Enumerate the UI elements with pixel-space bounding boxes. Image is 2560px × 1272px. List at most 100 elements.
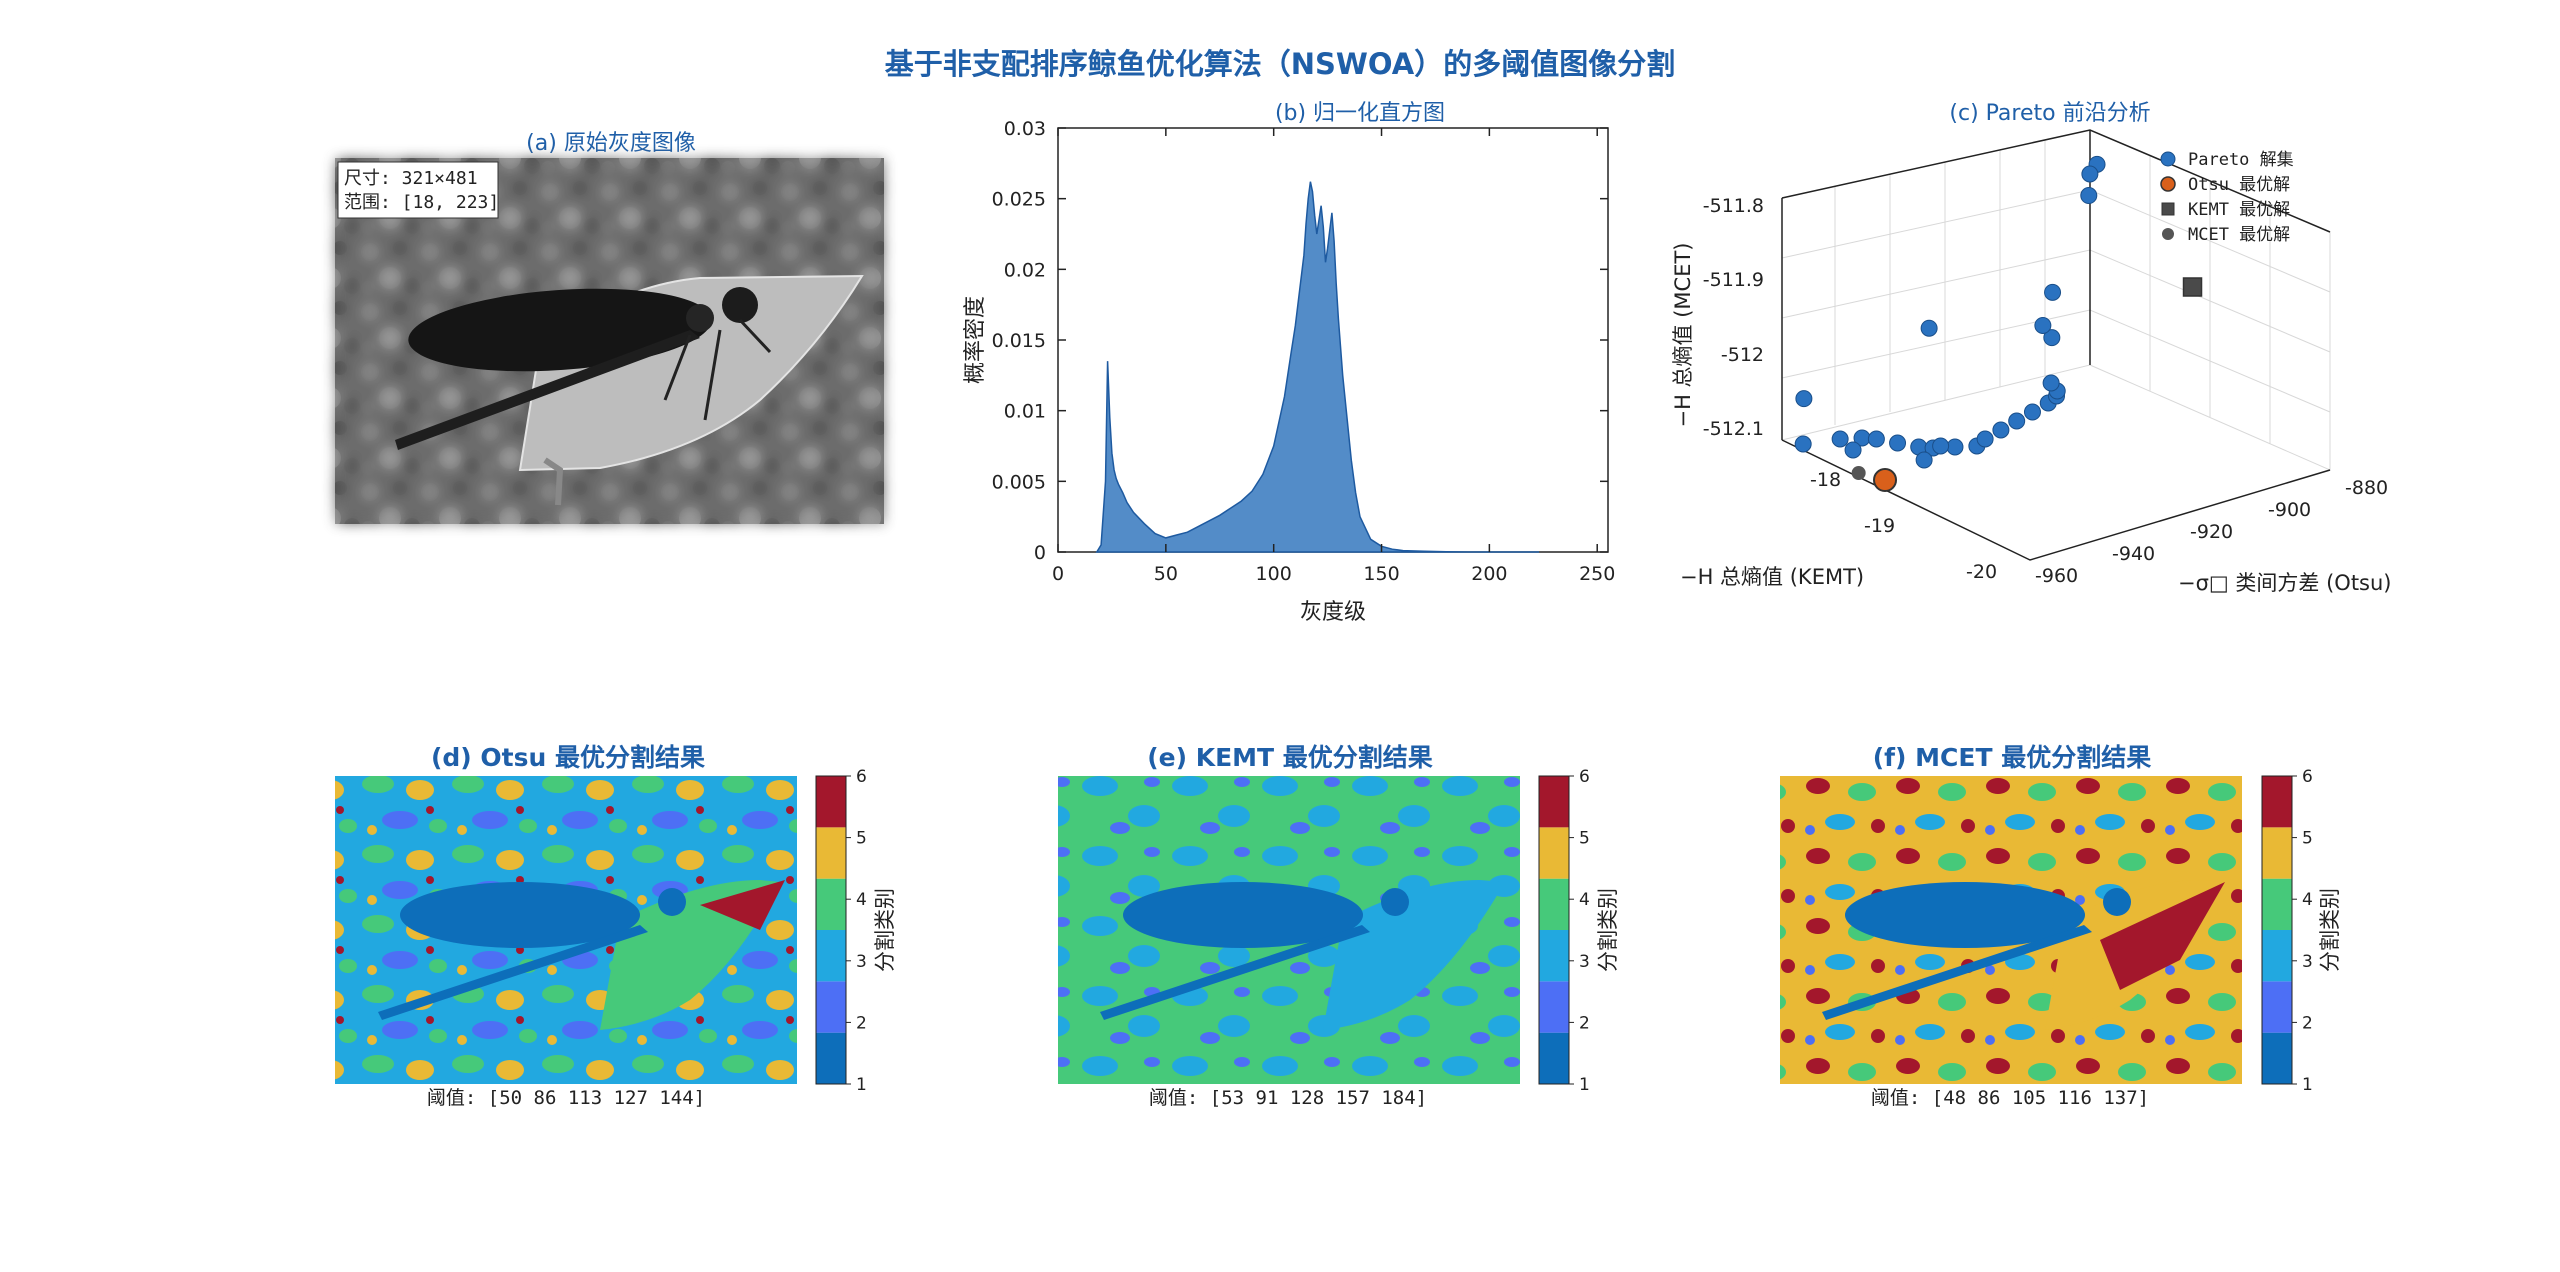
z-tick-label: -512.1 <box>1703 418 1764 440</box>
x-tick-label: -880 <box>2345 477 2388 499</box>
legend-otsu-label: Otsu 最优解 <box>2188 175 2290 195</box>
pareto-zlabel: −H 总熵值 (MCET) <box>1671 242 1695 427</box>
x-tick-label: -900 <box>2268 499 2311 521</box>
panel-d: (d) Otsu 最优分割结果 阈值: [50 86 113 127 144] <box>335 743 797 1109</box>
otsu-optimum-point <box>1873 468 1898 492</box>
pareto-point <box>1976 430 1994 448</box>
x-tick-label: -920 <box>2190 521 2233 543</box>
image-range-text: 范围: [18, 223] <box>344 192 499 213</box>
colorbar-segment <box>1539 981 1569 1033</box>
colorbar-segment <box>816 827 846 879</box>
histogram-xlabel: 灰度级 <box>1300 600 1366 625</box>
cbar-f-label: 分割类别 <box>2318 888 2342 972</box>
panel-d-title: (d) Otsu 最优分割结果 <box>431 743 705 772</box>
pareto-y-ticks: -18 -19 -20 <box>1810 469 1997 583</box>
colorbar-frame <box>815 775 847 1085</box>
panel-a: (a) 原始灰度图像 尺寸: 321×481 范围: [18, 223] <box>335 131 884 524</box>
pareto-point <box>1920 319 1938 337</box>
colorbar-tick-label: 6 <box>1579 767 1590 787</box>
mcet-optimum-point <box>1851 466 1866 480</box>
colorbar-tick-label: 4 <box>856 890 867 910</box>
pareto-point <box>2081 165 2099 183</box>
colorbar-frame <box>2261 775 2293 1085</box>
pareto-point <box>2044 283 2062 301</box>
colorbar-tick-label: 3 <box>2302 952 2313 972</box>
colorbar-segment <box>1539 930 1569 982</box>
colorbar-tick-label: 4 <box>2302 890 2313 910</box>
y-tick-label: 0.03 <box>1004 118 1046 140</box>
pareto-point <box>2042 374 2060 392</box>
colorbar-tick-label: 3 <box>856 952 867 972</box>
pareto-point <box>1932 437 1950 455</box>
legend-otsu-marker <box>2160 176 2176 192</box>
panel-f-title: (f) MCET 最优分割结果 <box>1873 743 2152 772</box>
pareto-point <box>1844 441 1862 459</box>
colorbar-tick-label: 1 <box>856 1075 867 1095</box>
pareto-legend: Pareto 解集 Otsu 最优解 KEMT 最优解 MCET 最优解 <box>2160 150 2294 245</box>
y-tick-label: 0.005 <box>992 471 1046 493</box>
z-tick-label: -511.9 <box>1703 269 1764 291</box>
colorbar-segment <box>816 930 846 982</box>
pareto-point <box>2034 316 2052 334</box>
pareto-point <box>2080 187 2098 205</box>
legend-pareto-label: Pareto 解集 <box>2188 150 2294 170</box>
y-tick-label: 0.01 <box>1004 401 1046 423</box>
pareto-point <box>2008 412 2026 430</box>
grayscale-image <box>335 158 884 524</box>
pareto-point <box>1992 421 2010 439</box>
y-tick-label: 0.02 <box>1004 259 1046 281</box>
pareto-x-ticks: -960 -940 -920 -900 -880 <box>2035 477 2388 587</box>
x-tick-label: 0 <box>1052 563 1064 585</box>
panel-c-title: (c) Pareto 前沿分析 <box>1949 101 2150 126</box>
x-tick-label: -960 <box>2035 565 2078 587</box>
legend-mcet-marker <box>2162 228 2174 240</box>
image-size-text: 尺寸: 321×481 <box>344 168 478 189</box>
y-tick-label: 0 <box>1034 542 1046 564</box>
colorbar-segment <box>2262 981 2292 1033</box>
colorbar-segment <box>816 776 846 828</box>
pareto-xlabel: −σ□ 类间方差 (Otsu) <box>2178 571 2392 595</box>
colorbar-tick-label: 5 <box>2302 829 2313 849</box>
y-tick-label: -20 <box>1966 561 1997 583</box>
pareto-points <box>1794 155 2203 492</box>
panel-e: (e) KEMT 最优分割结果 阈值: [53 91 128 157 184] <box>1058 743 1520 1109</box>
segmentation-panels: (d) Otsu 最优分割结果 阈值: [50 86 113 127 144] … <box>335 743 2342 1109</box>
x-tick-label: 150 <box>1363 563 1399 585</box>
kemt-optimum-point <box>2182 277 2203 297</box>
y-tick-label: -19 <box>1864 515 1895 537</box>
pareto-point <box>1946 438 1964 456</box>
z-tick-label: -511.8 <box>1703 195 1764 217</box>
colorbar-tick-label: 5 <box>1579 829 1590 849</box>
colorbar-segment <box>2262 930 2292 982</box>
colorbar-segment <box>2262 878 2292 930</box>
panel-f: (f) MCET 最优分割结果 阈值: [48 86 105 116 137] <box>1780 743 2242 1109</box>
x-tick-label: 250 <box>1579 563 1615 585</box>
pareto-point <box>1867 430 1885 448</box>
colorbar-segment <box>816 1032 846 1084</box>
legend-kemt-label: KEMT 最优解 <box>2188 200 2290 220</box>
mcet-segmentation-image <box>1780 776 2242 1084</box>
otsu-segmentation-image <box>335 776 797 1084</box>
colorbar-tick-label: 4 <box>1579 890 1590 910</box>
figure-title: 基于非支配排序鲸鱼优化算法（NSWOA）的多阈值图像分割 <box>885 47 1675 81</box>
panel-d-caption: 阈值: [50 86 113 127 144] <box>427 1087 705 1109</box>
panel-b-title: (b) 归一化直方图 <box>1275 101 1445 126</box>
colorbar-frame <box>1538 775 1570 1085</box>
cbar-e-label: 分割类别 <box>1596 888 1620 972</box>
colorbar-segment <box>1539 776 1569 828</box>
z-tick-label: -512 <box>1721 344 1764 366</box>
cbar-d-label: 分割类别 <box>873 888 897 972</box>
x-tick-label: 100 <box>1256 563 1292 585</box>
y-tick-label: 0.015 <box>992 330 1046 352</box>
colorbar-tick-label: 3 <box>1579 952 1590 972</box>
colorbar-tick-label: 1 <box>2302 1075 2313 1095</box>
colorbar-segment <box>1539 878 1569 930</box>
pareto-point <box>2023 403 2041 421</box>
histogram-ylabel: 概率密度 <box>963 296 988 384</box>
pareto-point <box>2043 329 2061 347</box>
kemt-segmentation-image <box>1058 776 1520 1084</box>
panel-f-caption: 阈值: [48 86 105 116 137] <box>1871 1087 2149 1109</box>
pareto-point <box>1794 435 1812 453</box>
panel-e-title: (e) KEMT 最优分割结果 <box>1147 743 1433 772</box>
colorbar-tick-label: 1 <box>1579 1075 1590 1095</box>
